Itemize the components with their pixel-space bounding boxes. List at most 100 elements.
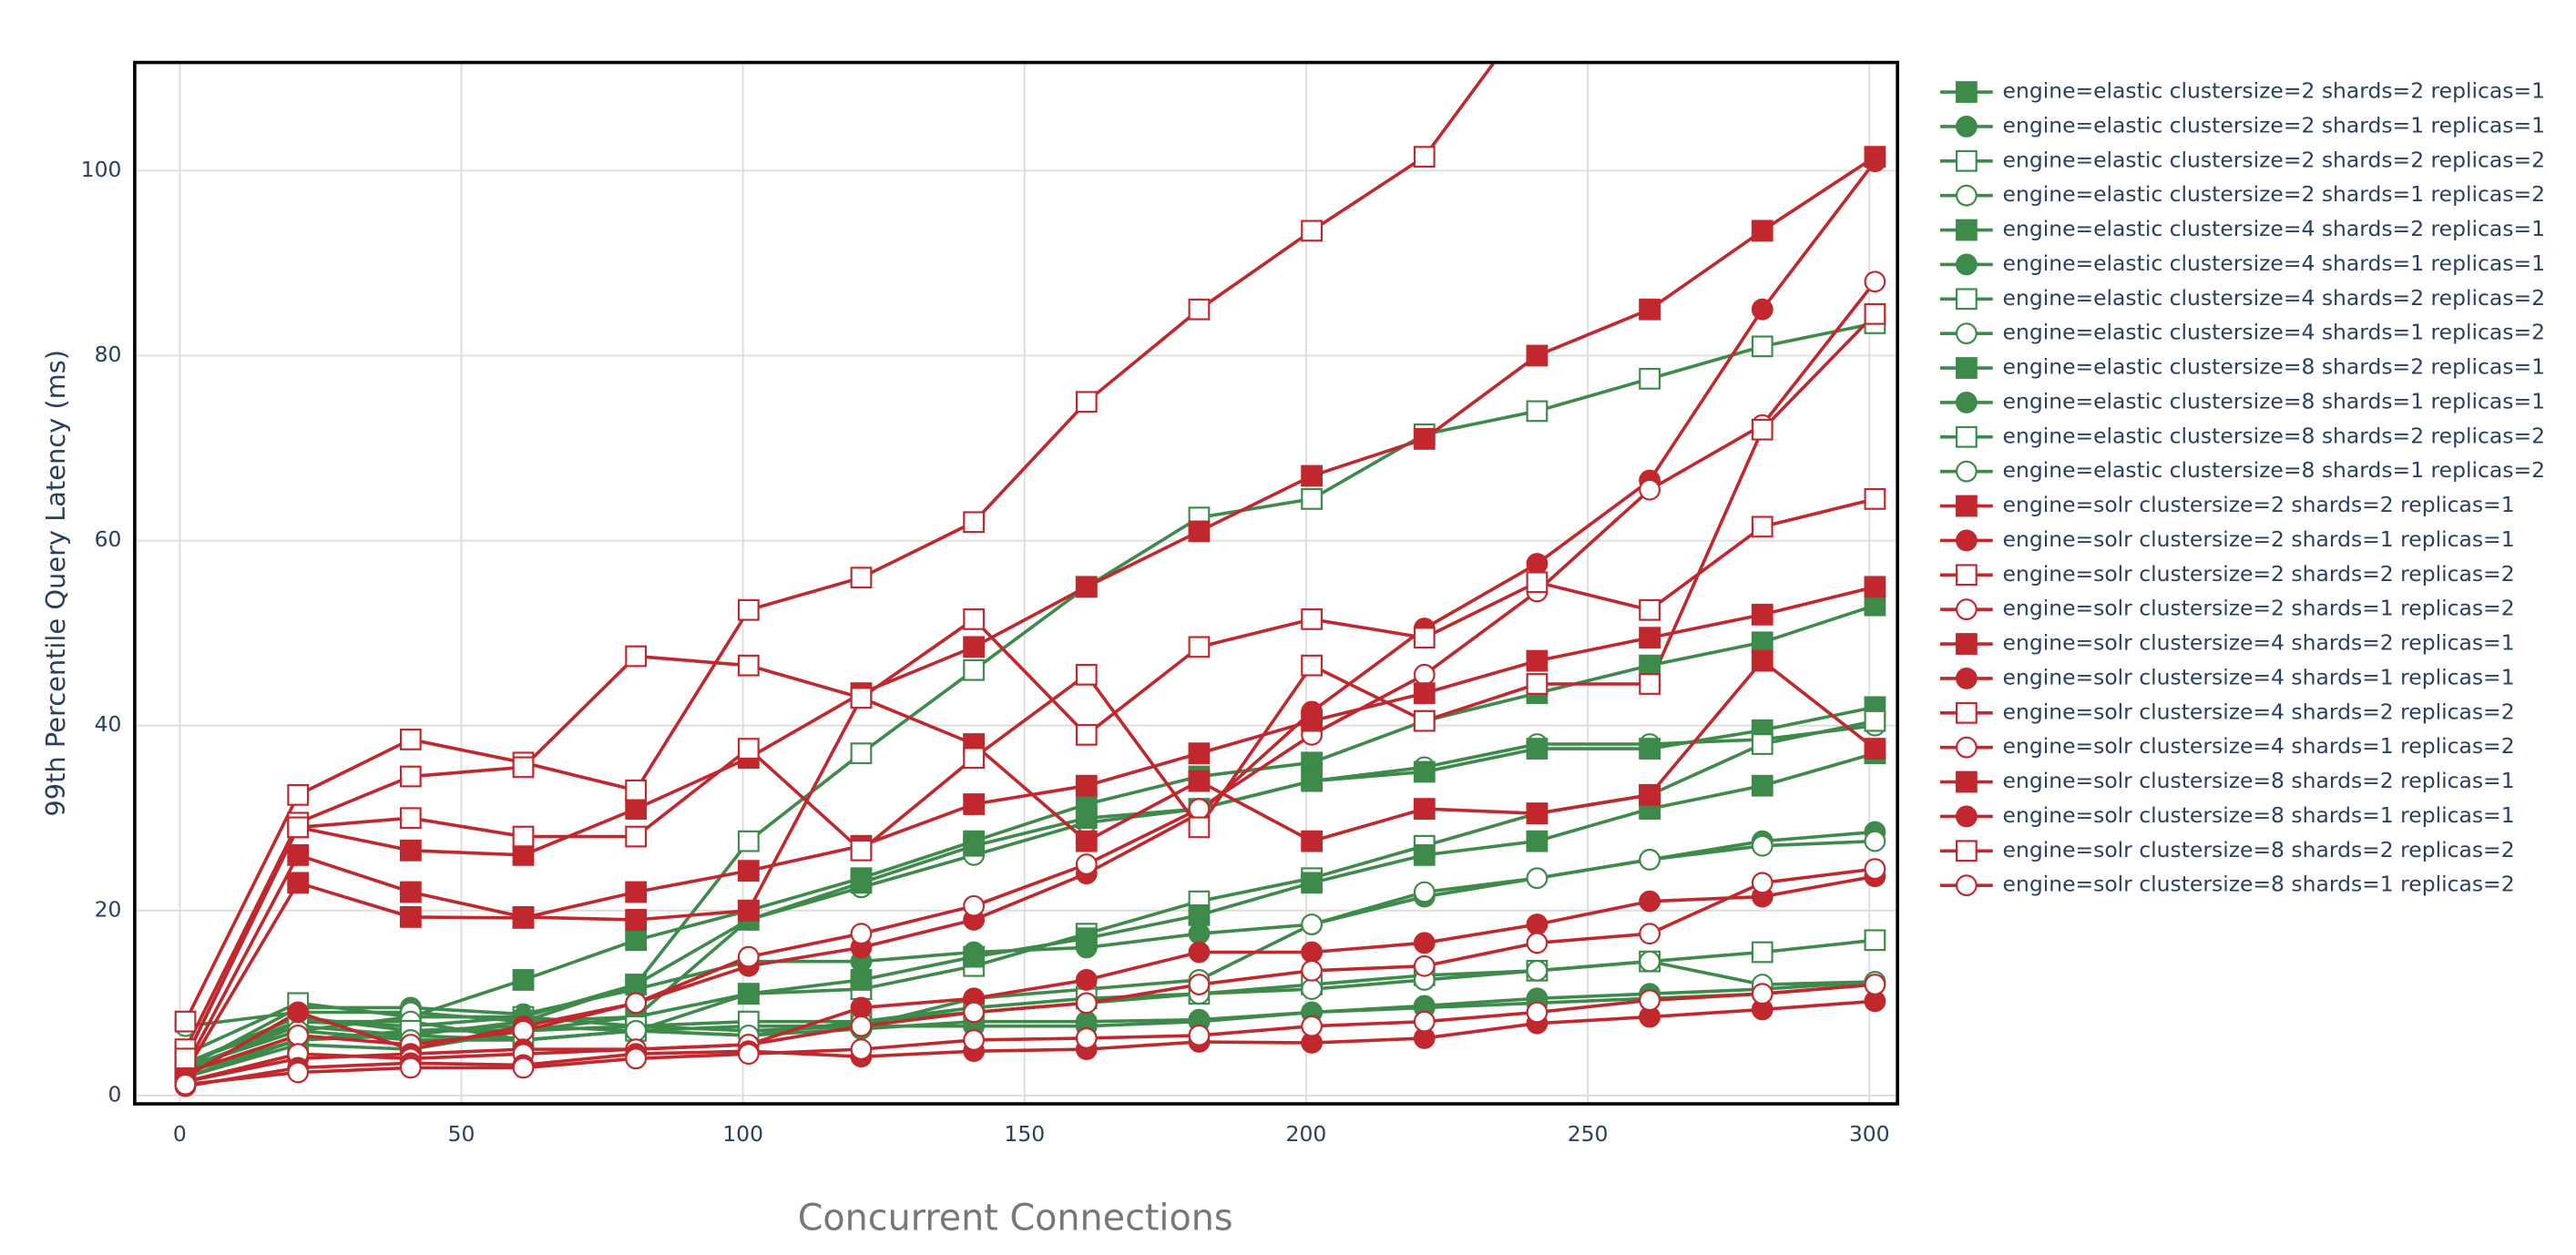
series-line <box>184 281 1876 1075</box>
marker <box>1413 760 1436 783</box>
marker <box>1075 723 1098 746</box>
marker <box>625 1047 648 1070</box>
marker <box>1413 843 1436 866</box>
marker <box>1955 840 1978 862</box>
marker <box>287 816 310 839</box>
marker <box>737 598 760 621</box>
series-line <box>183 312 1876 1060</box>
marker <box>1751 834 1774 857</box>
marker <box>1413 1010 1436 1033</box>
marker <box>963 945 986 968</box>
legend-label: engine=elastic clustersize=4 shards=2 re… <box>2003 285 2545 311</box>
marker <box>399 729 422 750</box>
marker <box>287 1024 310 1046</box>
marker <box>963 1001 986 1024</box>
marker <box>963 511 986 534</box>
marker <box>1639 989 1661 1012</box>
marker <box>1751 631 1774 654</box>
series-line <box>183 585 1876 1074</box>
marker <box>1413 954 1436 977</box>
legend-label: engine=elastic clustersize=4 shards=2 re… <box>2003 216 2545 241</box>
series-line <box>185 723 1876 1028</box>
legend-label: engine=solr clustersize=8 shards=2 repli… <box>2003 768 2515 793</box>
series-line <box>183 497 1876 1050</box>
marker <box>1301 464 1324 487</box>
marker <box>1413 798 1436 820</box>
marker <box>850 839 873 862</box>
series-line <box>185 867 1876 1084</box>
y-axis-label: 99th Percentile Query Latency (ms) <box>40 350 71 817</box>
y-tick-label: 80 <box>95 342 122 367</box>
marker <box>1955 460 1978 483</box>
marker <box>1955 770 1978 793</box>
marker <box>1188 798 1211 820</box>
marker <box>1301 1015 1324 1037</box>
legend-label: engine=solr clustersize=2 shards=2 repli… <box>2003 561 2515 587</box>
marker <box>963 894 986 917</box>
marker <box>1526 553 1549 575</box>
marker <box>1751 335 1774 358</box>
marker <box>1639 783 1661 806</box>
y-tick-label: 0 <box>108 1081 122 1107</box>
marker <box>625 825 648 848</box>
marker <box>1526 649 1549 672</box>
marker <box>1413 663 1436 686</box>
marker <box>625 881 648 903</box>
marker <box>1751 418 1774 441</box>
marker <box>1301 959 1324 982</box>
marker <box>1639 673 1661 695</box>
marker <box>1955 598 1978 621</box>
marker <box>1526 571 1549 594</box>
series-line <box>185 874 1876 1084</box>
marker <box>1751 649 1774 672</box>
legend-label: engine=solr clustersize=2 shards=2 repli… <box>2003 492 2515 517</box>
marker <box>1188 974 1211 995</box>
marker <box>1075 774 1098 797</box>
marker <box>1955 116 1978 138</box>
marker <box>1526 400 1549 423</box>
marker <box>1075 927 1098 950</box>
marker <box>1955 149 1978 172</box>
marker <box>625 645 648 668</box>
marker <box>1526 932 1549 954</box>
marker <box>1526 1001 1549 1024</box>
plot-border <box>133 60 1899 1106</box>
marker <box>1413 932 1436 954</box>
marker <box>625 779 648 801</box>
marker <box>1413 709 1436 732</box>
marker <box>1639 367 1661 390</box>
marker <box>399 765 422 788</box>
marker <box>512 756 535 779</box>
marker <box>1751 941 1774 964</box>
marker <box>1955 288 1978 311</box>
marker <box>625 798 648 820</box>
marker <box>287 1061 310 1084</box>
marker <box>1413 682 1436 705</box>
marker <box>1188 903 1211 926</box>
marker <box>1526 344 1549 367</box>
marker <box>1526 867 1549 890</box>
marker <box>737 945 760 968</box>
plot-area <box>174 62 1886 1097</box>
marker <box>1075 992 1098 1015</box>
series-line <box>184 603 1876 1070</box>
x-tick-label: 0 <box>173 1121 187 1147</box>
series-line <box>184 160 1876 1079</box>
legend-label: engine=elastic clustersize=8 shards=2 re… <box>2003 423 2545 448</box>
legend-label: engine=elastic clustersize=8 shards=1 re… <box>2003 457 2545 483</box>
marker <box>1639 627 1661 649</box>
marker <box>1526 673 1549 695</box>
series-line <box>184 980 1876 1075</box>
marker <box>1751 219 1774 242</box>
marker <box>963 658 986 681</box>
legend-label: engine=elastic clustersize=8 shards=1 re… <box>2003 388 2545 413</box>
marker <box>737 738 760 760</box>
marker <box>737 654 760 677</box>
legend-label: engine=solr clustersize=4 shards=1 repli… <box>2003 664 2515 689</box>
marker <box>963 1029 986 1051</box>
marker <box>1526 830 1549 852</box>
marker <box>1639 598 1661 621</box>
marker <box>399 807 422 830</box>
marker <box>1075 969 1098 991</box>
